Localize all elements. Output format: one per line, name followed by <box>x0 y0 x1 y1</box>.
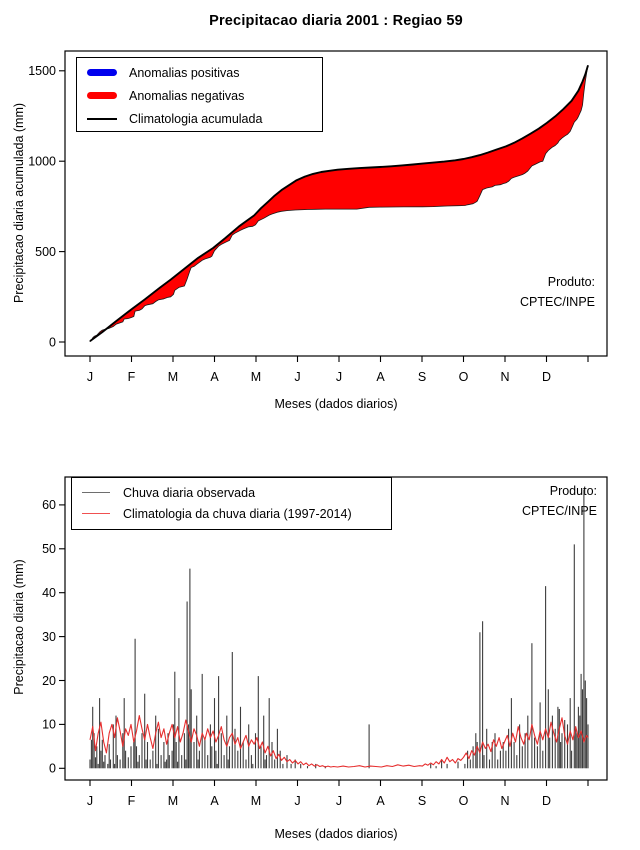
top-x-tick-label: O <box>459 370 469 384</box>
bottom-x-tick-label: S <box>418 794 426 808</box>
top-y-tick-label: 1000 <box>28 155 56 169</box>
bottom-x-tick-label: A <box>210 794 219 808</box>
legend-item-climatologia-acumulada: Climatologia acumulada <box>87 107 322 130</box>
bottom-x-tick-label: F <box>128 794 136 808</box>
produto-org: CPTEC/INPE <box>519 295 595 309</box>
legend-label: Climatologia da chuva diaria (1997-2014) <box>123 506 352 521</box>
page-title: Precipitacao diaria 2001 : Regiao 59 <box>209 13 463 29</box>
legend-label: Chuva diaria observada <box>123 485 256 500</box>
top-x-tick-label: M <box>168 370 178 384</box>
top-y-tick-label: 0 <box>49 335 56 349</box>
top-x-tick-label: D <box>542 370 551 384</box>
bottom-x-tick-label: J <box>87 794 93 808</box>
bottom-x-tick-label: J <box>294 794 300 808</box>
bottom-x-tick-label: M <box>168 794 178 808</box>
top-x-tick-label: N <box>500 370 509 384</box>
bottom-y-tick-label: 0 <box>49 762 56 776</box>
legend-label: Anomalias positivas <box>129 65 240 80</box>
gray-line-swatch-icon <box>81 491 111 494</box>
top-x-tick-label: A <box>376 370 385 384</box>
top-legend: Anomalias positivas Anomalias negativas … <box>76 57 323 132</box>
bottom-x-tick-label: N <box>500 794 509 808</box>
top-y-axis-title: Precipitacao diaria acumulada (mm) <box>12 102 26 304</box>
produto-label: Produto: <box>549 484 597 498</box>
produto-label: Produto: <box>547 275 595 289</box>
top-x-tick-label: M <box>251 370 261 384</box>
blue-line-swatch-icon <box>87 69 117 76</box>
top-x-tick-label: J <box>87 370 93 384</box>
red-line-swatch-icon <box>81 512 111 515</box>
bottom-y-tick-label: 40 <box>42 586 56 600</box>
top-x-tick-label: S <box>418 370 426 384</box>
produto-org: CPTEC/INPE <box>521 504 597 518</box>
top-x-tick-label: J <box>336 370 342 384</box>
climatologia-diaria-line <box>89 715 589 768</box>
legend-item-chuva-observada: Chuva diaria observada <box>81 482 391 503</box>
bottom-x-axis-title: Meses (dados diarios) <box>274 827 398 841</box>
top-x-axis-title: Meses (dados diarios) <box>274 397 398 411</box>
legend-label: Climatologia acumulada <box>129 111 263 126</box>
legend-item-climatologia-diaria: Climatologia da chuva diaria (1997-2014) <box>81 503 391 524</box>
bottom-x-tick-label: O <box>459 794 469 808</box>
bottom-y-tick-label: 20 <box>42 674 56 688</box>
top-x-tick-label: A <box>210 370 219 384</box>
bottom-x-tick-label: J <box>336 794 342 808</box>
red-line-swatch-icon <box>87 92 117 99</box>
bottom-y-tick-label: 50 <box>42 542 56 556</box>
produto-credit-bottom: Produto: CPTEC/INPE <box>522 481 597 521</box>
bottom-x-tick-label: A <box>376 794 385 808</box>
top-y-tick-label: 1500 <box>28 64 56 78</box>
bottom-x-tick-label: M <box>251 794 261 808</box>
produto-credit-top: Produto: CPTEC/INPE <box>520 272 595 312</box>
legend-item-anomalias-negativas: Anomalias negativas <box>87 84 322 107</box>
bottom-y-tick-label: 60 <box>42 498 56 512</box>
top-x-tick-label: F <box>128 370 136 384</box>
top-y-tick-label: 500 <box>35 245 56 259</box>
bottom-y-tick-label: 10 <box>42 718 56 732</box>
bottom-y-tick-label: 30 <box>42 630 56 644</box>
legend-label: Anomalias negativas <box>129 88 245 103</box>
top-x-tick-label: J <box>294 370 300 384</box>
bottom-y-axis-title: Precipitacao diaria (mm) <box>12 559 26 695</box>
black-line-swatch-icon <box>87 117 117 120</box>
bottom-x-tick-label: D <box>542 794 551 808</box>
legend-item-anomalias-positivas: Anomalias positivas <box>87 61 322 84</box>
bottom-legend: Chuva diaria observada Climatologia da c… <box>71 477 392 530</box>
